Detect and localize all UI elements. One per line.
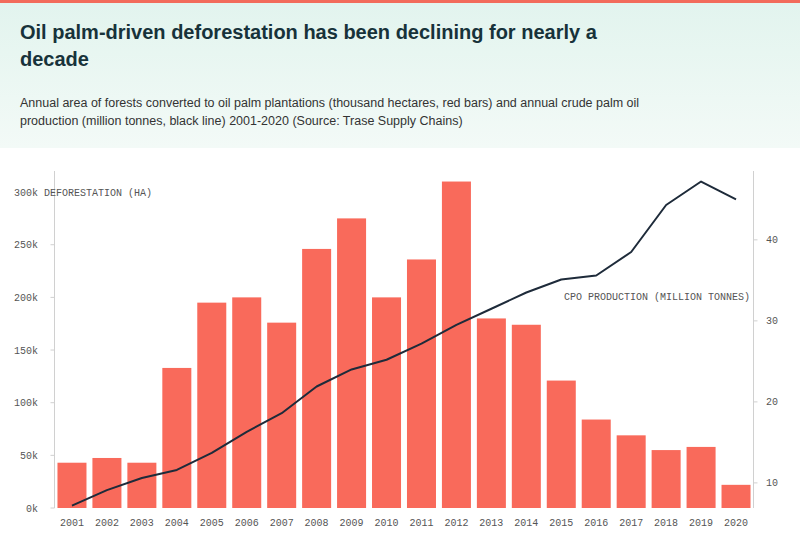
- y2-tick-label: 30: [766, 316, 778, 327]
- bar: [617, 435, 646, 508]
- x-tick-label: 2003: [130, 518, 154, 529]
- y-tick-label: 100k: [14, 398, 38, 409]
- subtitle: Annual area of forests converted to oil …: [20, 94, 650, 130]
- x-tick-label: 2016: [584, 518, 608, 529]
- bar: [232, 297, 261, 508]
- y2-axis-line: [753, 171, 754, 508]
- title: Oil palm-driven deforestation has been d…: [20, 19, 620, 73]
- bar: [92, 458, 121, 508]
- x-tick-label: 2020: [724, 518, 748, 529]
- bar: [582, 420, 611, 508]
- y-tick-label: 150k: [14, 346, 38, 357]
- x-tick-label: 2009: [340, 518, 364, 529]
- y-tick: [51, 297, 55, 298]
- y-tick: [51, 244, 55, 245]
- y2-tick: [754, 401, 758, 402]
- x-tick-label: 2008: [305, 518, 329, 529]
- x-tick-label: 2004: [165, 518, 189, 529]
- y2-tick: [754, 320, 758, 321]
- bar: [442, 182, 471, 508]
- y-tick-label: 200k: [14, 293, 38, 304]
- bar: [477, 318, 506, 508]
- x-tick-label: 2011: [409, 518, 433, 529]
- bar: [722, 485, 751, 508]
- y-tick-label: 300k: [14, 188, 38, 199]
- y2-tick-label: 40: [766, 235, 778, 246]
- bar: [652, 450, 681, 508]
- x-tick-label: 2013: [479, 518, 503, 529]
- y-tick: [51, 350, 55, 351]
- y-tick-label: 50k: [20, 451, 38, 462]
- bar: [337, 218, 366, 508]
- y-axis-line: [54, 171, 55, 508]
- header: Oil palm-driven deforestation has been d…: [0, 0, 800, 148]
- y2-tick-label: 10: [766, 478, 778, 489]
- x-tick-label: 2002: [95, 518, 119, 529]
- y2-tick-label: 20: [766, 397, 778, 408]
- bar: [407, 259, 436, 508]
- x-tick-label: 2005: [200, 518, 224, 529]
- x-tick-label: 2007: [270, 518, 294, 529]
- y-tick: [51, 455, 55, 456]
- plot-marks: [57, 182, 750, 508]
- y-tick-label: 0k: [26, 504, 38, 515]
- bar: [687, 447, 716, 508]
- bar: [162, 368, 191, 508]
- x-tick-label: 2018: [654, 518, 678, 529]
- chart: 0k 50k 100k 150k 200k 250k 300k 10 20 30 40 2001 200…: [0, 0, 800, 546]
- x-tick-label: 2019: [689, 518, 713, 529]
- x-tick-label: 2015: [549, 518, 573, 529]
- x-tick-label: 2010: [375, 518, 399, 529]
- x-tick-label: 2006: [235, 518, 259, 529]
- y-tick: [51, 508, 55, 509]
- line: [72, 182, 736, 506]
- line-label: CPO PRODUCTION (MILLION TONNES): [564, 292, 750, 303]
- bar: [127, 463, 156, 508]
- page: Oil palm-driven deforestation has been d…: [0, 0, 800, 546]
- bar: [197, 303, 226, 508]
- bar: [547, 381, 576, 508]
- y2-tick: [754, 482, 758, 483]
- x-tick-label: 2017: [619, 518, 643, 529]
- x-tick-label: 2014: [514, 518, 538, 529]
- bar: [512, 325, 541, 508]
- axis-label: DEFORESTATION (HA): [44, 188, 152, 199]
- y2-tick: [754, 239, 758, 240]
- x-tick-label: 2012: [444, 518, 468, 529]
- bar: [267, 323, 296, 508]
- y-tick: [51, 402, 55, 403]
- bar: [372, 297, 401, 508]
- bar: [302, 249, 331, 508]
- x-tick-label: 2001: [60, 518, 84, 529]
- y-tick-label: 250k: [14, 240, 38, 251]
